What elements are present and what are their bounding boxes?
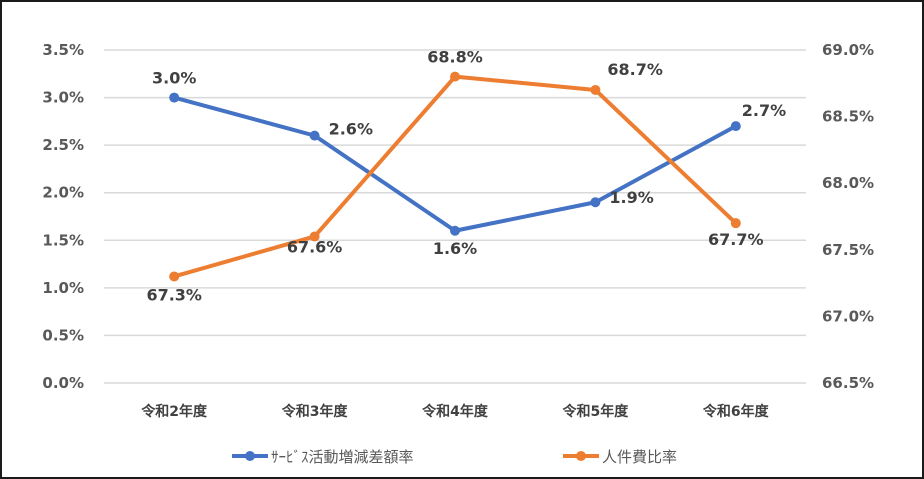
legend-marker-icon [576,451,586,461]
left-tick-label: 3.5% [42,41,84,59]
left-tick-label: 3.0% [42,89,84,107]
legend-marker-icon [245,451,255,461]
data-label: 2.6% [329,120,373,139]
left-tick-label: 0.0% [42,374,84,392]
category-label: 令和3年度 [281,403,349,420]
left-tick-label: 2.0% [42,184,84,202]
right-tick-label: 67.0% [822,307,874,325]
data-point-marker[interactable] [450,71,460,82]
right-tick-label: 68.0% [822,174,874,192]
data-point-marker[interactable] [730,121,741,132]
data-label: 1.6% [433,239,477,258]
data-point-marker[interactable] [309,130,320,141]
data-label: 68.8% [427,48,483,67]
left-tick-label: 0.5% [42,326,84,344]
right-tick-label: 68.5% [822,108,874,126]
data-point-marker[interactable] [730,218,741,229]
series-line-1 [173,95,737,233]
data-point-marker[interactable] [450,225,460,236]
data-label: 3.0% [152,69,196,88]
category-label: 令和2年度 [140,403,208,420]
legend-label-series2: 人件費比率 [602,448,677,466]
legend-item-series2[interactable]: 人件費比率 [563,448,677,466]
category-label: 令和5年度 [562,403,630,420]
data-labels: 3.0% 2.6% 1.6% 1.9% 2.7% 67.3% 67.6% 68.8% 68.7%… [146,48,786,305]
legend-label-series1: ｻｰﾋﾞｽ活動増減差額率 [271,448,414,466]
data-point-marker[interactable] [169,271,180,282]
data-label: 1.9% [609,188,653,207]
right-tick-label: 66.5% [822,374,874,392]
data-point-marker[interactable] [590,84,601,95]
data-point-marker[interactable] [309,231,320,242]
category-label: 令和4年度 [421,403,489,420]
right-tick-label: 69.0% [822,41,874,59]
x-axis-categories: 令和2年度 令和3年度 令和4年度 令和5年度 令和6年度 [140,403,769,420]
data-label: 67.3% [146,285,202,304]
right-axis-ticks: 69.0% 68.5% 68.0% 67.5% 67.0% 66.5% [822,41,874,392]
data-label: 2.7% [742,101,786,120]
data-label: 67.7% [708,230,764,249]
series-lines [169,71,741,282]
data-label: 67.6% [287,237,343,256]
left-tick-label: 1.0% [42,279,84,297]
left-axis-ticks: 3.5% 3.0% 2.5% 2.0% 1.5% 1.0% 0.5% 0.0% [42,41,84,392]
data-label: 68.7% [607,60,663,79]
left-tick-label: 1.5% [42,231,84,249]
legend: ｻｰﾋﾞｽ活動増減差額率 人件費比率 [232,448,677,466]
gridlines [104,49,806,384]
data-point-marker[interactable] [590,197,601,208]
data-point-marker[interactable] [169,92,180,103]
right-tick-label: 67.5% [822,241,874,259]
legend-item-series1[interactable]: ｻｰﾋﾞｽ活動増減差額率 [232,448,414,466]
left-tick-label: 2.5% [42,136,84,154]
category-label: 令和6年度 [702,403,770,420]
